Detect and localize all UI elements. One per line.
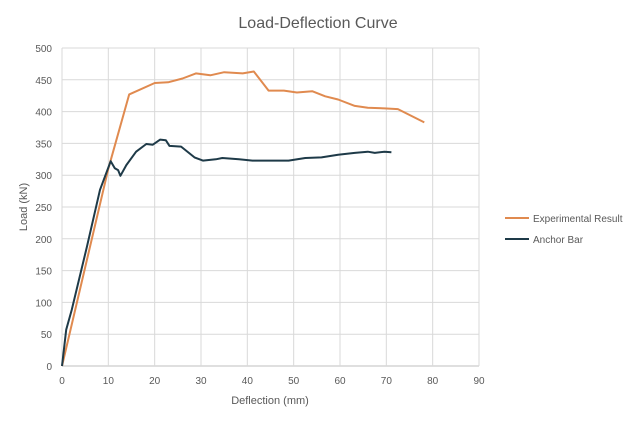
x-axis-label: Deflection (mm) [231,395,309,407]
y-tick-label: 200 [35,235,52,246]
grid [61,47,480,367]
x-tick-label: 60 [334,376,346,387]
y-tick-label: 0 [46,362,52,373]
y-tick-label: 400 [35,108,52,119]
x-tick-label: 10 [103,376,115,387]
series-line-experimental-result [61,70,425,367]
y-tick-label: 450 [35,76,52,87]
y-tick-label: 150 [35,267,52,278]
tick-labels: 0 50 100 150 200 250 300 350 400 450 500 0 10 20 30 40 5… [35,44,485,387]
y-tick-label: 50 [41,330,53,341]
legend: Experimental Result Anchor Bar [505,214,623,246]
x-tick-label: 20 [149,376,161,387]
x-tick-label: 0 [59,376,65,387]
y-axis-label: Load (kN) [18,183,30,231]
y-tick-label: 350 [35,139,52,150]
legend-label: Experimental Result [533,214,623,225]
x-tick-label: 80 [427,376,439,387]
x-tick-label: 90 [473,376,485,387]
legend-label: Anchor Bar [533,235,584,246]
series-lines [61,70,425,367]
y-tick-label: 250 [35,203,52,214]
series-line-anchor-bar [61,138,392,367]
y-tick-label: 100 [35,298,52,309]
x-tick-label: 30 [195,376,207,387]
x-tick-label: 40 [242,376,254,387]
x-tick-label: 70 [381,376,393,387]
x-tick-label: 50 [288,376,300,387]
chart-title: Load-Deflection Curve [238,15,397,32]
y-tick-label: 500 [35,44,52,55]
y-tick-label: 300 [35,171,52,182]
